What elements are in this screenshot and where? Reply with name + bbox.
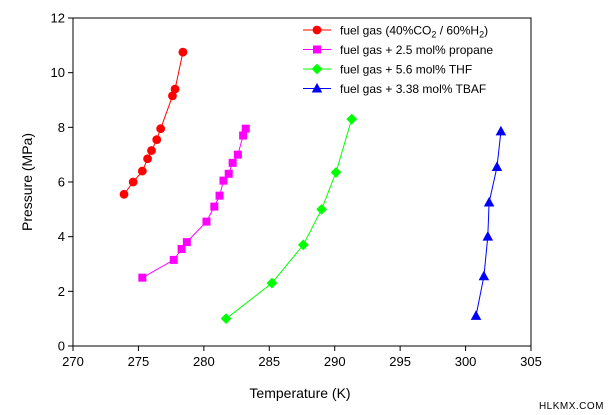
x-tick-label: 290 (324, 354, 346, 369)
y-tick-label: 12 (51, 11, 65, 26)
legend-label: fuel gas + 5.6 mol% THF (340, 63, 472, 77)
data-point (346, 113, 358, 125)
data-point (228, 158, 237, 167)
data-point (156, 124, 166, 134)
data-point (482, 231, 494, 241)
legend-text-part: / 60%H (436, 24, 479, 38)
data-point (316, 203, 327, 215)
legend-item: fuel gas + 2.5 mol% propane (303, 43, 493, 57)
data-point (478, 270, 490, 281)
series-2 (138, 124, 250, 282)
data-point (297, 239, 309, 251)
y-tick-label: 6 (58, 175, 65, 190)
data-point (491, 161, 503, 171)
legend-label: fuel gas + 2.5 mol% propane (340, 43, 493, 57)
series-4 (470, 125, 507, 320)
y-tick-label: 0 (58, 339, 65, 354)
data-point (169, 255, 178, 264)
legend-subscript: 2 (431, 30, 436, 40)
data-point (143, 154, 152, 164)
watermark: HLKMX.COM (538, 401, 604, 412)
x-tick-label: 280 (193, 354, 215, 369)
data-point (210, 202, 219, 211)
y-tick-label: 8 (58, 120, 65, 135)
data-point (177, 244, 186, 253)
data-point (224, 169, 233, 178)
series-line (123, 52, 184, 195)
data-point (138, 273, 147, 282)
legend-marker (311, 63, 323, 75)
legend-label: fuel gas + 3.38 mol% TBAF (340, 82, 486, 96)
data-point (220, 313, 232, 325)
legend-text-part: ) (484, 24, 488, 38)
y-tick-label: 10 (51, 65, 65, 80)
data-point (483, 196, 495, 207)
data-point (241, 124, 250, 133)
data-point (470, 310, 482, 320)
data-point (330, 167, 342, 178)
data-point (170, 84, 180, 94)
y-tick-label: 4 (58, 229, 65, 244)
legend-label: fuel gas (40%CO2 / 60%H2) (340, 24, 488, 40)
data-point (215, 191, 224, 200)
x-tick-label: 300 (455, 354, 477, 369)
data-point (152, 135, 162, 145)
x-tick-label: 275 (128, 354, 150, 369)
data-point (147, 146, 156, 155)
data-point (178, 47, 188, 57)
data-point (219, 176, 228, 185)
data-point (202, 217, 211, 226)
series-3 (220, 113, 358, 325)
series-line (225, 118, 353, 320)
x-axis: 270 275 280 285 290 295 300 305 (62, 346, 542, 369)
data-point (233, 150, 242, 159)
data-point (128, 177, 138, 187)
y-tick-label: 2 (58, 284, 65, 299)
data-point (239, 131, 248, 140)
legend-item: fuel gas + 3.38 mol% TBAF (303, 82, 486, 96)
legend: fuel gas (40%CO2 / 60%H2)fuel gas + 2.5 … (303, 24, 493, 96)
x-tick-label: 295 (389, 354, 411, 369)
x-tick-label: 305 (520, 354, 542, 369)
legend-item: fuel gas + 5.6 mol% THF (303, 63, 472, 77)
y-axis-title: Pressure (MPa) (19, 133, 35, 231)
x-tick-label: 285 (258, 354, 280, 369)
legend-marker (312, 45, 321, 54)
series-line (475, 131, 502, 316)
data-point (119, 189, 129, 199)
data-point (182, 238, 191, 247)
x-axis-title: Temperature (K) (249, 385, 350, 401)
legend-item: fuel gas (40%CO2 / 60%H2) (303, 24, 488, 40)
legend-subscript: 2 (479, 30, 484, 40)
series-layer (119, 47, 507, 325)
data-point (266, 277, 278, 289)
data-point (137, 166, 147, 176)
legend-marker (311, 82, 323, 93)
y-axis: 0 2 4 6 8 10 12 (51, 11, 73, 354)
legend-marker (312, 25, 322, 35)
data-point (495, 125, 507, 136)
x-tick-label: 270 (62, 354, 84, 369)
legend-text-part: fuel gas (40%CO (340, 24, 431, 38)
series-line (142, 128, 247, 279)
series-1 (119, 47, 188, 199)
